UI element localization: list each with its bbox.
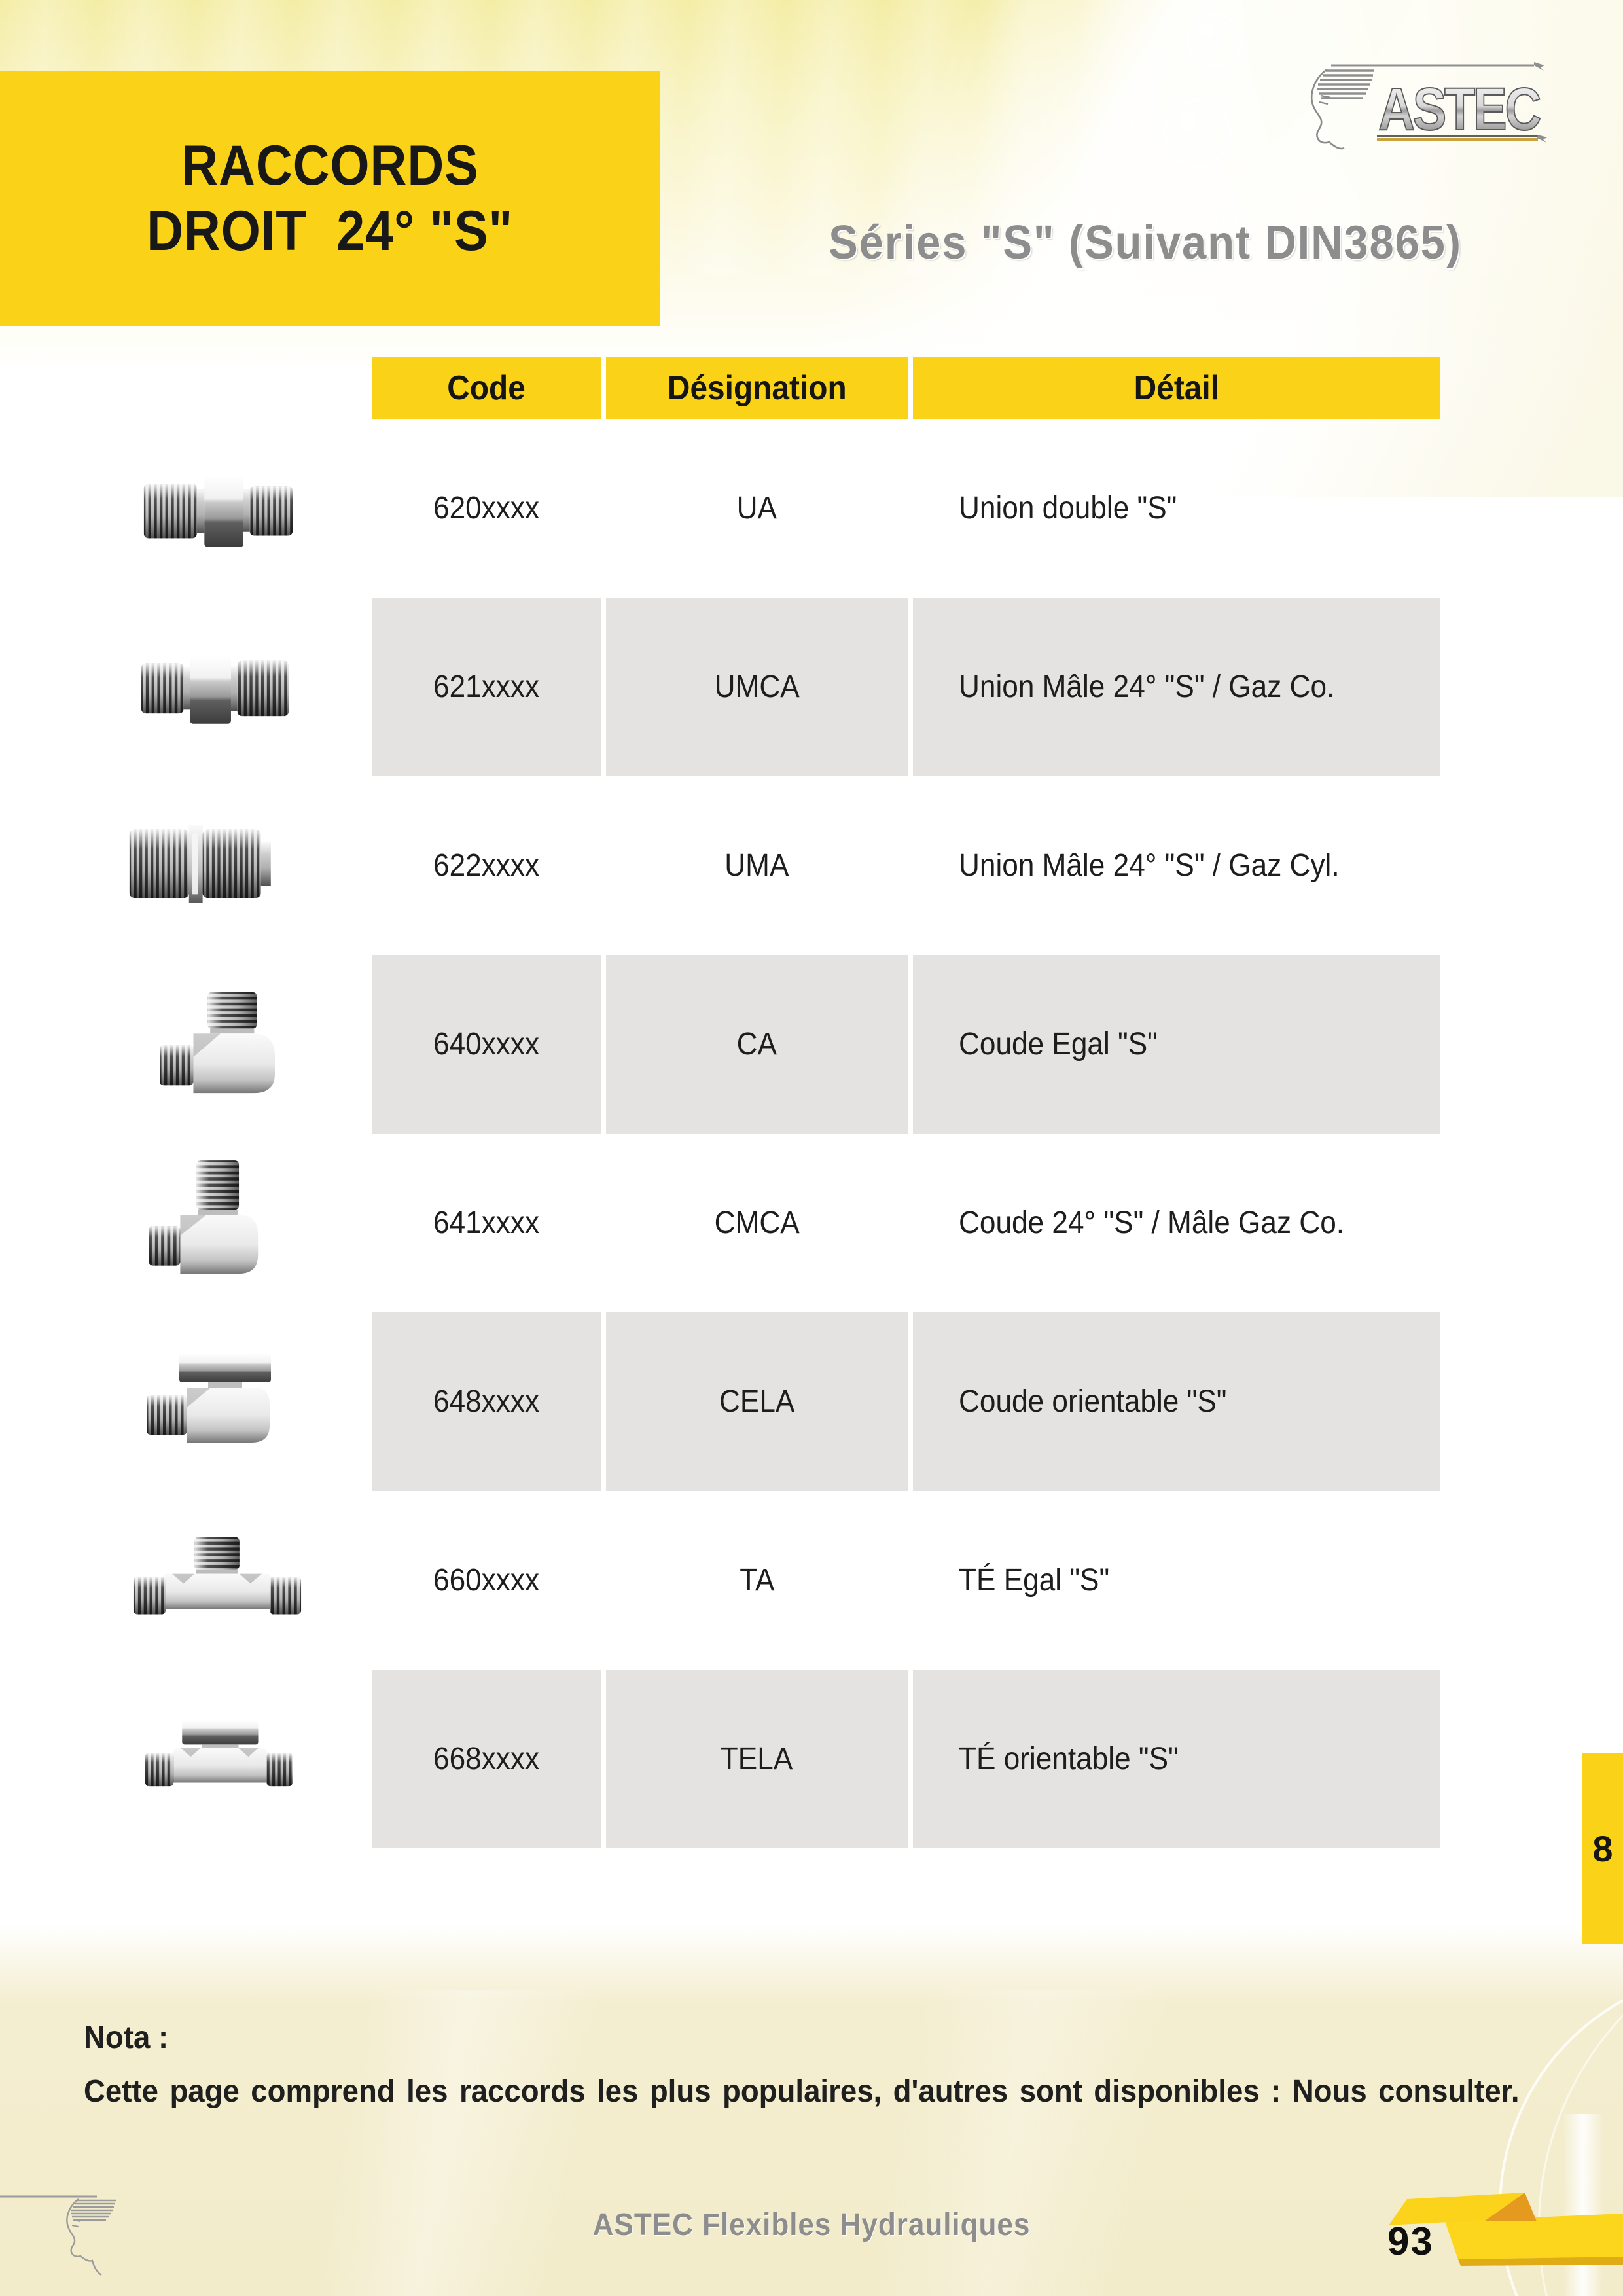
footer-head-logo (0, 2195, 116, 2276)
cell-detail: Union Mâle 24° "S" / Gaz Co. (913, 598, 1440, 776)
cell-code: 622xxxx (433, 848, 540, 883)
product-photo-coude-male-gaz-co (149, 1160, 259, 1274)
cell-designation: CMCA (714, 1206, 800, 1240)
table-row: 668xxxx TELA TÉ orientable "S" (372, 1670, 1440, 1848)
table-row: 660xxxx TA TÉ Egal "S" (372, 1491, 1440, 1670)
cell-designation: TA (739, 1563, 775, 1598)
table-row: 621xxxx UMCA Union Mâle 24° "S" / Gaz Co… (372, 598, 1440, 776)
table-row: 648xxxx CELA Coude orientable "S" (372, 1312, 1440, 1491)
product-photo-te-egal (133, 1537, 302, 1615)
cell-detail: Coude 24° "S" / Mâle Gaz Co. (959, 1206, 1345, 1240)
table-row: 622xxxx UMA Union Mâle 24° "S" / Gaz Cyl… (372, 776, 1440, 955)
page-corner-ribbon (1389, 2193, 1623, 2266)
logo-head-profile (1310, 68, 1345, 150)
page-number: 93 (1387, 2219, 1434, 2263)
product-photo-te-orientable (145, 1719, 293, 1787)
nota-label: Nota : (84, 2020, 169, 2055)
cell-designation: CA (606, 955, 908, 1134)
cell-detail: Union double "S" (959, 491, 1177, 526)
astec-logo: ASTEC (1310, 62, 1547, 150)
page-title-box: RACCORDS DROIT 24° "S" (0, 71, 660, 326)
column-header-designation: Désignation (606, 357, 908, 419)
cell-designation: CELA (606, 1312, 908, 1491)
cell-designation: TELA (606, 1670, 908, 1848)
white-band-decoration (1563, 2114, 1603, 2296)
product-photo-union-male-gaz-cyl (129, 825, 271, 903)
table-row: 641xxxx CMCA Coude 24° "S" / Mâle Gaz Co… (372, 1134, 1440, 1312)
product-photo-coude-orientable (147, 1354, 271, 1443)
cell-designation: UMCA (606, 598, 908, 776)
column-header-detail: Détail (913, 357, 1440, 419)
cell-code: 660xxxx (433, 1563, 540, 1598)
cell-detail: Coude orientable "S" (913, 1312, 1440, 1491)
table-row: 640xxxx CA Coude Egal "S" (372, 955, 1440, 1134)
footer-brand-text: ASTEC Flexibles Hydrauliques (592, 2208, 1031, 2242)
brand-logo-text: ASTEC (1378, 76, 1540, 143)
page-title-line1: RACCORDS (181, 134, 479, 197)
cell-code: 668xxxx (372, 1670, 601, 1848)
cell-detail: Union Mâle 24° "S" / Gaz Cyl. (959, 848, 1340, 883)
product-photo-union-double (143, 475, 293, 547)
section-tab-number: 8 (1592, 1827, 1613, 1869)
bottom-light-rays (0, 1990, 1623, 2296)
cell-code: 640xxxx (372, 955, 601, 1134)
cell-designation: UA (736, 491, 777, 526)
bubble-decoration (1130, 117, 1148, 135)
cell-detail: TÉ orientable "S" (913, 1670, 1440, 1848)
cell-designation: UMA (724, 848, 789, 883)
nota-text: Cette page comprend les raccords les plu… (84, 2074, 1520, 2109)
cell-code: 621xxxx (372, 598, 601, 776)
cell-code: 648xxxx (372, 1312, 601, 1491)
column-header-code: Code (372, 357, 601, 419)
bottom-cream-background (0, 1924, 1623, 2296)
bubble-decoration (1145, 168, 1156, 179)
product-photo-coude-egal (160, 992, 275, 1094)
product-photo-union-male-gaz-co (141, 656, 289, 724)
logo-head-hair-lines (1317, 69, 1374, 99)
table-header-row: Code Désignation Détail (372, 357, 1440, 419)
bubble-decoration (1215, 207, 1237, 229)
page-title-line2: DROIT 24° "S" (147, 200, 513, 262)
cell-code: 641xxxx (433, 1206, 540, 1240)
bubble-decoration (1164, 99, 1232, 168)
bubble-decoration (1187, 13, 1242, 68)
table-row: 620xxxx UA Union double "S" (372, 419, 1440, 598)
cell-code: 620xxxx (433, 491, 540, 526)
series-subtitle: Séries "S" (Suivant DIN3865) (829, 217, 1462, 269)
section-tab: 8 (1582, 1753, 1623, 1944)
cell-detail: Coude Egal "S" (913, 955, 1440, 1134)
cell-detail: TÉ Egal "S" (959, 1563, 1110, 1598)
